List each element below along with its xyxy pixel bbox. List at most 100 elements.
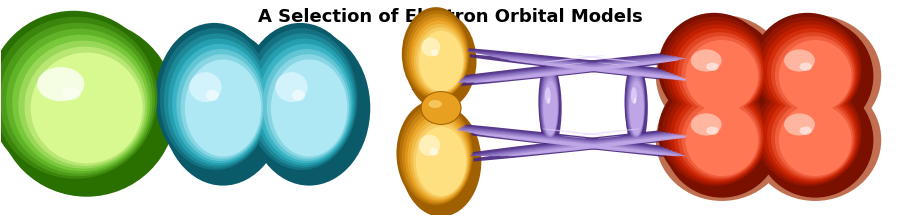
Ellipse shape (592, 107, 595, 109)
Ellipse shape (411, 126, 742, 163)
Ellipse shape (538, 60, 560, 143)
Ellipse shape (0, 23, 155, 176)
Ellipse shape (408, 115, 470, 200)
Ellipse shape (626, 63, 645, 142)
Ellipse shape (0, 11, 160, 181)
Ellipse shape (416, 127, 466, 196)
Ellipse shape (491, 56, 729, 83)
Ellipse shape (425, 49, 725, 83)
Ellipse shape (411, 21, 466, 96)
Ellipse shape (407, 14, 468, 98)
Ellipse shape (757, 82, 873, 198)
Ellipse shape (417, 121, 734, 156)
Ellipse shape (763, 24, 859, 119)
Ellipse shape (662, 17, 769, 122)
Ellipse shape (678, 32, 761, 115)
Ellipse shape (544, 87, 551, 104)
Ellipse shape (539, 63, 560, 142)
Ellipse shape (630, 81, 644, 135)
Ellipse shape (691, 113, 722, 136)
Ellipse shape (451, 121, 768, 156)
Ellipse shape (799, 63, 812, 71)
Ellipse shape (760, 21, 860, 120)
Ellipse shape (473, 60, 680, 83)
Ellipse shape (402, 108, 472, 203)
Ellipse shape (184, 59, 261, 157)
Ellipse shape (483, 128, 737, 156)
Ellipse shape (457, 130, 695, 156)
Ellipse shape (475, 126, 745, 156)
Ellipse shape (441, 126, 710, 156)
Ellipse shape (691, 49, 722, 71)
Ellipse shape (771, 96, 855, 179)
Ellipse shape (18, 41, 148, 168)
Ellipse shape (541, 69, 559, 140)
Ellipse shape (421, 38, 440, 56)
Ellipse shape (627, 72, 644, 139)
Ellipse shape (418, 135, 440, 156)
Ellipse shape (483, 54, 737, 83)
Ellipse shape (576, 55, 640, 62)
Ellipse shape (658, 77, 770, 188)
Ellipse shape (749, 79, 881, 201)
Ellipse shape (542, 55, 606, 62)
Ellipse shape (666, 21, 767, 120)
Ellipse shape (271, 59, 347, 157)
Ellipse shape (681, 36, 760, 114)
Ellipse shape (459, 122, 760, 156)
Ellipse shape (631, 87, 637, 104)
Ellipse shape (539, 65, 562, 151)
Ellipse shape (757, 18, 873, 134)
Ellipse shape (763, 88, 859, 183)
Ellipse shape (508, 60, 714, 83)
Text: A Selection of Electron Orbital Models: A Selection of Electron Orbital Models (257, 8, 643, 26)
Ellipse shape (31, 52, 142, 164)
Ellipse shape (508, 133, 714, 156)
Ellipse shape (681, 100, 760, 178)
Ellipse shape (417, 47, 734, 83)
Ellipse shape (634, 97, 636, 104)
Ellipse shape (542, 75, 558, 137)
Ellipse shape (767, 28, 857, 117)
Ellipse shape (400, 104, 473, 205)
Ellipse shape (6, 29, 152, 174)
Ellipse shape (459, 49, 760, 83)
Ellipse shape (491, 130, 729, 156)
Ellipse shape (500, 131, 722, 156)
Ellipse shape (275, 72, 308, 102)
Ellipse shape (61, 87, 81, 100)
Ellipse shape (799, 127, 812, 135)
Ellipse shape (248, 30, 370, 186)
Ellipse shape (449, 54, 703, 83)
Ellipse shape (266, 54, 349, 159)
Ellipse shape (629, 78, 644, 136)
Ellipse shape (626, 69, 645, 140)
Ellipse shape (418, 31, 464, 92)
Ellipse shape (258, 44, 353, 163)
Ellipse shape (656, 79, 788, 201)
Ellipse shape (156, 23, 273, 172)
Ellipse shape (775, 100, 853, 178)
Ellipse shape (771, 32, 855, 115)
Ellipse shape (767, 92, 857, 181)
Ellipse shape (417, 27, 464, 93)
Ellipse shape (686, 40, 758, 112)
Ellipse shape (467, 51, 752, 83)
Ellipse shape (24, 47, 145, 166)
Ellipse shape (254, 39, 354, 165)
Ellipse shape (678, 96, 761, 179)
Ellipse shape (206, 90, 219, 101)
Ellipse shape (628, 75, 644, 137)
Ellipse shape (755, 81, 861, 186)
Ellipse shape (37, 67, 85, 101)
Ellipse shape (626, 65, 648, 151)
Ellipse shape (755, 17, 861, 122)
Ellipse shape (749, 15, 881, 137)
Ellipse shape (467, 124, 752, 156)
Ellipse shape (446, 53, 776, 90)
Ellipse shape (451, 47, 768, 83)
Ellipse shape (562, 136, 587, 139)
Ellipse shape (425, 122, 725, 156)
Ellipse shape (181, 54, 263, 159)
Ellipse shape (598, 62, 621, 65)
